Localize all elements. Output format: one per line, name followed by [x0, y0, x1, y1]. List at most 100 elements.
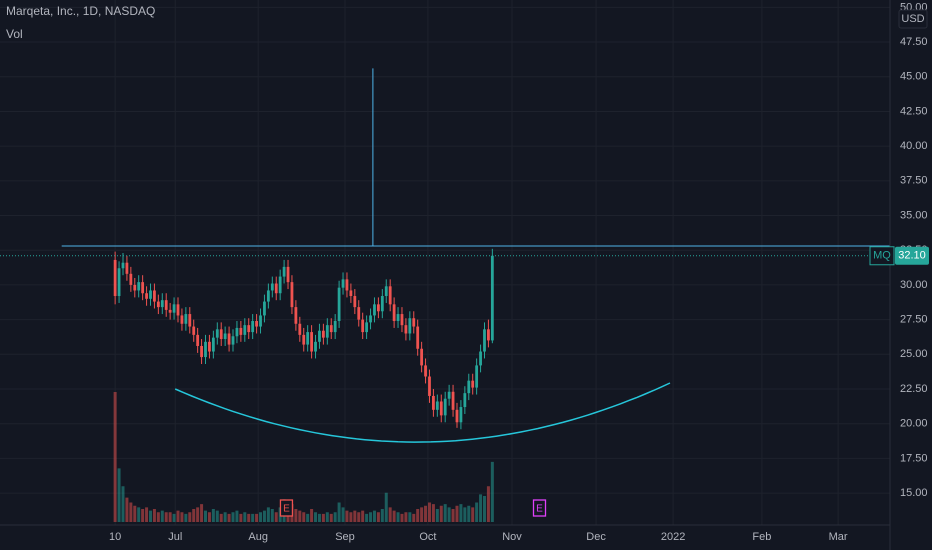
last-price-box [895, 246, 929, 265]
candle-body [380, 296, 384, 312]
volume-bar [361, 510, 365, 522]
candle-body [133, 284, 137, 291]
volume-bar [455, 505, 459, 522]
candle-body [310, 332, 313, 352]
candle-body [137, 282, 141, 291]
candle-body [247, 325, 251, 333]
candle-body [333, 320, 337, 333]
x-tick-label: Oct [419, 531, 436, 543]
candle-body [314, 341, 317, 352]
symbol-label: MQ [873, 250, 891, 262]
candle-body [251, 320, 255, 333]
y-tick-label: 27.50 [900, 314, 928, 326]
candle-body [196, 334, 200, 346]
candle-body [231, 336, 235, 345]
volume-bar [353, 510, 357, 522]
volume-bar [486, 486, 490, 522]
candle-body [263, 301, 266, 316]
candle-body [149, 290, 152, 299]
y-tick-label: 35.00 [900, 209, 928, 221]
candle-body [172, 304, 176, 313]
volume-bar [439, 505, 443, 522]
candle-body [121, 262, 125, 269]
volume-bar [416, 509, 420, 522]
volume-bar [412, 513, 416, 522]
y-tick-label: 37.50 [900, 175, 928, 187]
volume-bar [388, 507, 392, 522]
volume-bar [223, 512, 227, 522]
candle-body [365, 322, 369, 333]
candle-body [270, 283, 274, 291]
candle-body [408, 318, 412, 334]
candle-body [266, 290, 270, 302]
volume-bar [172, 513, 176, 522]
currency-box [898, 9, 928, 29]
volume-bar [148, 510, 152, 522]
candle-body [274, 283, 278, 294]
volume-bar [227, 513, 231, 522]
candle-body [164, 300, 168, 310]
volume-bar [113, 392, 117, 522]
volume-bar [459, 504, 463, 522]
candle-body [376, 304, 380, 312]
candle-body [325, 325, 329, 338]
candle-body [416, 326, 420, 349]
volume-bar [420, 507, 424, 522]
volume-bar [310, 509, 314, 522]
candle-body [180, 315, 184, 324]
volume-bar [129, 502, 133, 522]
volume-bar [427, 502, 431, 522]
candle-body [373, 304, 376, 316]
candle-body [298, 323, 302, 335]
candle-body [294, 307, 298, 324]
volume-bar [349, 512, 353, 522]
volume-bar [192, 509, 196, 522]
candle-body [290, 282, 294, 308]
volume-bar [471, 507, 475, 522]
volume-bar [176, 510, 180, 522]
y-tick-label: 47.50 [900, 36, 928, 48]
volume-bar [431, 504, 435, 522]
candle-body [487, 329, 490, 341]
x-tick-label: Sep [335, 531, 355, 543]
x-tick-label: 10 [109, 531, 121, 543]
volume-bar [235, 510, 239, 522]
volume-bar [408, 512, 412, 522]
candle-body [200, 345, 203, 358]
volume-bar [372, 510, 376, 522]
volume-bar [369, 512, 373, 522]
volume-bar [211, 509, 215, 522]
candle-body [345, 279, 349, 291]
y-tick-label: 40.00 [900, 140, 928, 152]
volume-bar [180, 512, 184, 522]
y-tick-label: 20.00 [900, 418, 928, 430]
candle-body [227, 333, 231, 345]
candle-body [447, 391, 451, 399]
candle-body [153, 290, 156, 302]
earnings-label: E [283, 504, 290, 515]
candle-body [475, 365, 479, 388]
volume-bar [317, 513, 321, 522]
candle-body [361, 319, 365, 333]
volume-bar [121, 486, 125, 522]
volume-bar [219, 513, 223, 522]
volume-bar [333, 512, 337, 522]
volume-bar [490, 461, 494, 522]
candle-body [223, 333, 227, 340]
volume-bar [188, 512, 192, 522]
candle-body [117, 268, 121, 297]
candle-body [156, 301, 160, 308]
y-tick-label: 45.00 [900, 71, 928, 83]
candle-body [392, 304, 396, 321]
volume-bar [200, 504, 204, 522]
volume-bar [243, 512, 247, 522]
candle-body [184, 314, 188, 324]
candle-body [302, 334, 306, 345]
candle-body [204, 341, 207, 358]
candle-body [321, 330, 325, 338]
x-tick-label: Nov [502, 531, 522, 543]
candle-body [451, 391, 455, 410]
candle-body [404, 325, 408, 334]
y-tick-label: 17.50 [900, 452, 928, 464]
